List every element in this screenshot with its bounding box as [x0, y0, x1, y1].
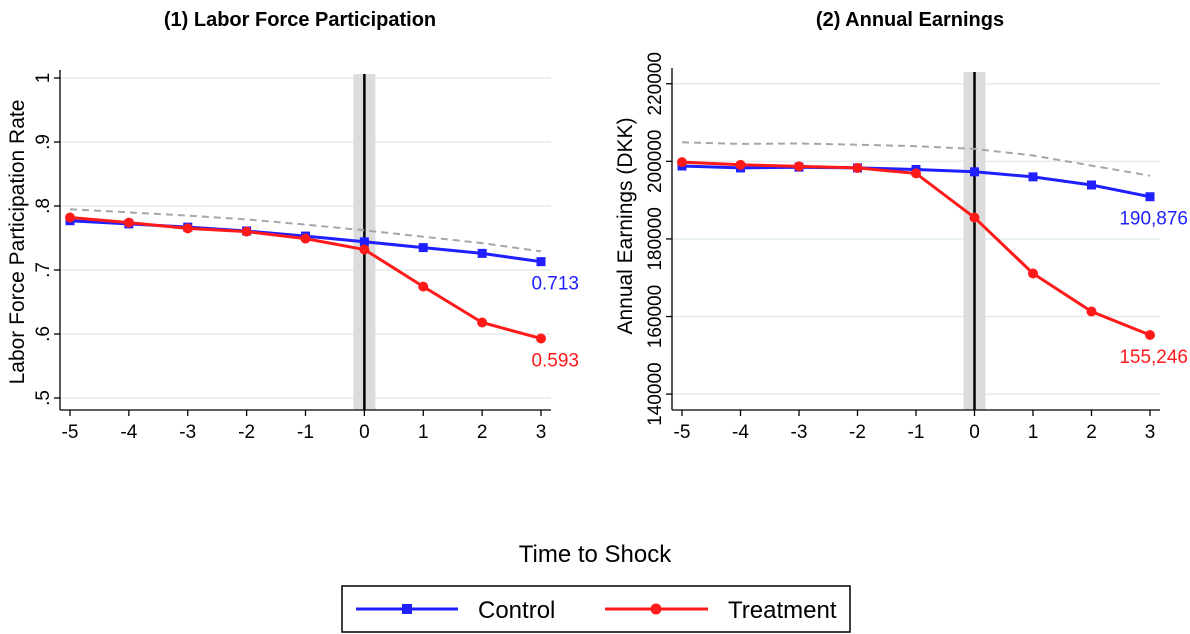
x-tick-label: -1 [908, 422, 925, 443]
data-point-control [359, 237, 369, 247]
y-tick-label: 140000 [645, 362, 666, 425]
data-point-control [970, 167, 979, 177]
series-line-reference [69, 208, 542, 253]
data-point-control [477, 248, 487, 258]
panel-labor-force: (1) Labor Force Participation 0.7130.593… [6, 9, 579, 443]
data-point-treatment [418, 281, 429, 292]
x-tick-label: 2 [477, 422, 488, 443]
y-tick-label: .5 [33, 390, 54, 406]
gridlines [672, 83, 1160, 395]
data-point-treatment [969, 212, 980, 223]
data-point-control [1028, 172, 1038, 182]
x-tick-label: 0 [359, 422, 370, 443]
panel-title: (2) Annual Earnings [816, 9, 1004, 31]
x-tick-label: 0 [969, 422, 980, 443]
y-tick-label: .8 [33, 198, 54, 214]
data-point-treatment [65, 212, 75, 223]
series-line-treatment [681, 160, 1151, 337]
y-tick-label: .9 [33, 134, 54, 150]
data-point-treatment [359, 244, 370, 255]
y-axis-title: Annual Earnings (DKK) [614, 117, 637, 334]
data-point-control [1145, 192, 1155, 202]
panel-annual-earnings: (2) Annual Earnings 190,876 155,246 14000… [614, 9, 1188, 443]
x-tick-label: -3 [179, 422, 196, 443]
series-layer: 0.713 0.593 [65, 208, 579, 371]
end-value-label-treatment: 155,246 [1119, 347, 1188, 368]
x-tick-label: 3 [1145, 422, 1156, 443]
axes: 140000 160000 180000 200000 220000 -5 -4 -3 -2 -1… [645, 52, 1160, 443]
legend: Control Treatment [341, 585, 851, 633]
data-point-treatment [477, 317, 488, 328]
x-tick-label: -4 [732, 422, 749, 443]
data-point-treatment [1086, 306, 1097, 317]
legend-label-treatment: Treatment [728, 597, 837, 624]
x-tick-label: -5 [62, 422, 79, 443]
data-point-treatment [677, 157, 687, 168]
x-tick-label: -1 [297, 422, 314, 443]
data-point-treatment [735, 159, 746, 170]
data-point-treatment [241, 226, 252, 237]
y-tick-label: .6 [33, 326, 54, 342]
panel-title: (1) Labor Force Participation [164, 9, 436, 31]
legend-entry-treatment: Treatment [605, 597, 837, 624]
data-point-treatment [123, 217, 134, 228]
gridlines [60, 77, 551, 399]
x-tick-label: -2 [849, 422, 866, 443]
end-value-label-control: 0.713 [531, 274, 579, 295]
data-point-control [418, 243, 428, 253]
legend-marker-control [402, 604, 412, 614]
x-tick-label: 1 [1028, 422, 1039, 443]
data-point-treatment [852, 162, 863, 173]
x-tick-label: -3 [791, 422, 808, 443]
data-point-treatment [182, 223, 193, 234]
y-tick-label: 220000 [645, 52, 666, 115]
data-point-treatment [794, 161, 804, 172]
axes: .5 .6 .7 .8 .9 1 -5 -4 -3 -2 -1 0 1 2 3 [33, 70, 551, 443]
y-tick-label: 200000 [645, 130, 666, 193]
shock-marker [963, 72, 986, 410]
x-tick-label: -2 [238, 422, 255, 443]
data-point-treatment [300, 233, 311, 244]
x-tick-label: 1 [418, 422, 429, 443]
y-axis-title: Labor Force Participation Rate [6, 100, 29, 385]
end-value-label-treatment: 0.593 [531, 350, 579, 371]
x-tick-label: -4 [120, 422, 137, 443]
x-tick-label: 3 [536, 422, 547, 443]
data-point-treatment [536, 333, 546, 344]
x-axis-title: Time to Shock [519, 541, 672, 568]
data-point-control [536, 257, 546, 267]
y-tick-label: 1 [33, 73, 54, 84]
legend-marker-treatment [650, 603, 662, 615]
legend-label-control: Control [478, 597, 555, 624]
data-point-treatment [1028, 268, 1038, 279]
x-tick-label: 2 [1086, 422, 1097, 443]
end-value-label-control: 190,876 [1119, 209, 1188, 230]
y-tick-label: 160000 [645, 285, 666, 348]
y-tick-label: 180000 [645, 207, 666, 270]
legend-entry-control: Control [356, 597, 555, 624]
data-point-treatment [1145, 329, 1155, 340]
series-line-reference [681, 141, 1151, 177]
x-tick-label: -5 [674, 422, 691, 443]
series-layer: 190,876 155,246 [677, 141, 1188, 368]
data-point-control [1087, 180, 1096, 190]
y-tick-label: .7 [33, 262, 54, 278]
data-point-treatment [911, 168, 921, 179]
